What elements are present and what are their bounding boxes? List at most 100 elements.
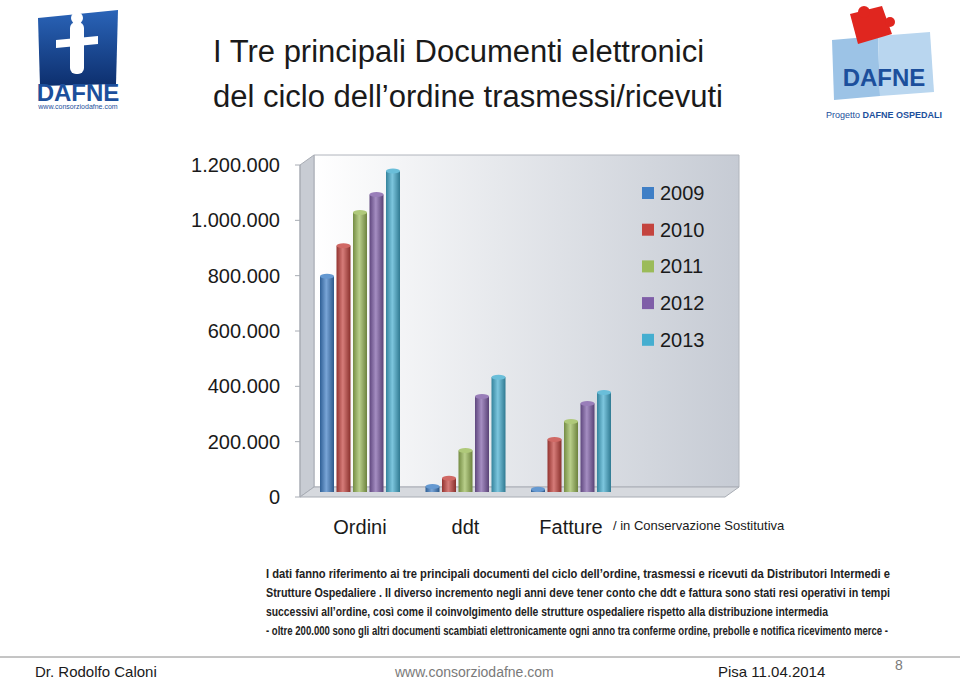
logo-caption: Progetto DAFNE OSPEDALI (826, 110, 942, 120)
bar-body (386, 171, 400, 492)
bar (581, 401, 595, 492)
side-wall (300, 155, 314, 497)
logo-figure (56, 36, 98, 48)
y-tick-label: 400.000 (208, 375, 280, 397)
bar-cap (581, 401, 595, 406)
y-tick (295, 275, 300, 276)
footer-author: Dr. Rodolfo Caloni (35, 663, 157, 680)
y-tick (295, 165, 300, 166)
logo-url: www.consorziodafne.com (37, 103, 118, 110)
legend: 2009 2010 2011 2012 2013 (642, 182, 705, 351)
bar-body (564, 421, 578, 492)
legend-label: 2011 (660, 255, 703, 277)
bar (548, 437, 562, 492)
y-tick-label: 200.000 (208, 431, 280, 453)
bar-body (492, 377, 506, 492)
bar-cap (597, 390, 611, 395)
bar (459, 448, 473, 492)
bar-cap (492, 375, 506, 380)
note: - oltre 200.000 sono gli altri documenti… (266, 624, 888, 638)
bar-body (370, 195, 384, 492)
note: I dati fanno riferimento ai tre principa… (266, 567, 890, 581)
bar-body (353, 213, 367, 492)
y-tick-label: 1.200.000 (191, 154, 280, 176)
y-tick-label: 600.000 (208, 320, 280, 342)
title: del ciclo dell’ordine trasmessi/ricevuti (213, 79, 723, 114)
legend-swatch (642, 297, 654, 309)
y-tick (295, 386, 300, 387)
legend-swatch (642, 187, 654, 199)
bar-cap (442, 476, 456, 481)
bar (386, 169, 400, 492)
y-tick (295, 220, 300, 221)
bar-body (581, 403, 595, 492)
legend-swatch (642, 334, 654, 346)
x-tick-label: Fatture (539, 516, 602, 538)
bar (337, 243, 351, 492)
y-tick-label: 0 (269, 486, 280, 508)
note: Strutture Ospedaliere . Il diverso incre… (266, 586, 890, 600)
logo-figure (70, 22, 84, 74)
bar-cap (370, 192, 384, 197)
puzzle-knob (858, 6, 870, 18)
bar-body (548, 439, 562, 492)
chart: 0 200.000 400.000 600.000 800.000 1.000.000 1.… (191, 154, 785, 538)
bar-cap (548, 437, 562, 442)
legend-label: 2013 (660, 329, 705, 351)
bar (320, 274, 334, 492)
footer-website: www.consorziodafne.com (394, 664, 554, 680)
bar-body (320, 276, 334, 492)
bar (564, 419, 578, 492)
logo-name: DAFNE (843, 64, 926, 91)
y-tick-label: 1.000.000 (191, 209, 280, 231)
legend-swatch (642, 224, 654, 236)
note: successivi all’ordine, così come il coin… (266, 605, 829, 619)
logo-right: DAFNE Progetto DAFNE OSPEDALI (826, 6, 942, 120)
legend-label: 2009 (660, 182, 705, 204)
bar-body (459, 451, 473, 493)
bar (353, 210, 367, 492)
title: I Tre principali Documenti elettronici (213, 34, 704, 69)
logo-caption-part: DAFNE OSPEDALI (863, 110, 943, 120)
y-axis: 0 200.000 400.000 600.000 800.000 1.000.000 1.… (191, 154, 300, 508)
bar-body (337, 246, 351, 492)
logo-shape (38, 10, 118, 86)
bar (426, 484, 440, 492)
y-tick (295, 441, 300, 442)
annotation: / in Conservazione Sostitutiva (613, 518, 785, 533)
slide: DAFNEwww.consorziodafne.com DAFNE Progetto… (0, 0, 960, 680)
bar-cap (386, 169, 400, 174)
y-tick (295, 331, 300, 332)
logo-caption-part: Progetto (826, 110, 863, 120)
logo-figure (71, 12, 83, 24)
bars (320, 169, 611, 492)
bar-cap (459, 448, 473, 453)
bar (597, 390, 611, 492)
bar-cap (531, 487, 545, 492)
logo-left: DAFNEwww.consorziodafne.com (37, 10, 120, 110)
bar (531, 487, 545, 492)
bar-body (597, 392, 611, 492)
bar-body (475, 397, 489, 492)
legend-swatch (642, 260, 654, 272)
y-tick (295, 497, 300, 498)
bar-cap (320, 274, 334, 279)
bar-cap (337, 243, 351, 248)
footer-rule (0, 657, 960, 658)
page-number: 8 (895, 657, 903, 673)
y-tick-label: 800.000 (208, 265, 280, 287)
footer-date: Pisa 11.04.2014 (718, 663, 825, 680)
bar-cap (564, 419, 578, 424)
legend-label: 2010 (660, 219, 705, 241)
x-tick-label: Ordini (333, 516, 386, 538)
bar-cap (426, 484, 440, 489)
bar (492, 375, 506, 492)
bar-cap (353, 210, 367, 215)
bar (370, 192, 384, 492)
x-tick-label: ddt (452, 516, 480, 538)
puzzle-piece (850, 6, 892, 44)
legend-label: 2012 (660, 292, 705, 314)
puzzle-knob (885, 17, 895, 27)
bar-cap (475, 394, 489, 399)
bar (475, 394, 489, 492)
